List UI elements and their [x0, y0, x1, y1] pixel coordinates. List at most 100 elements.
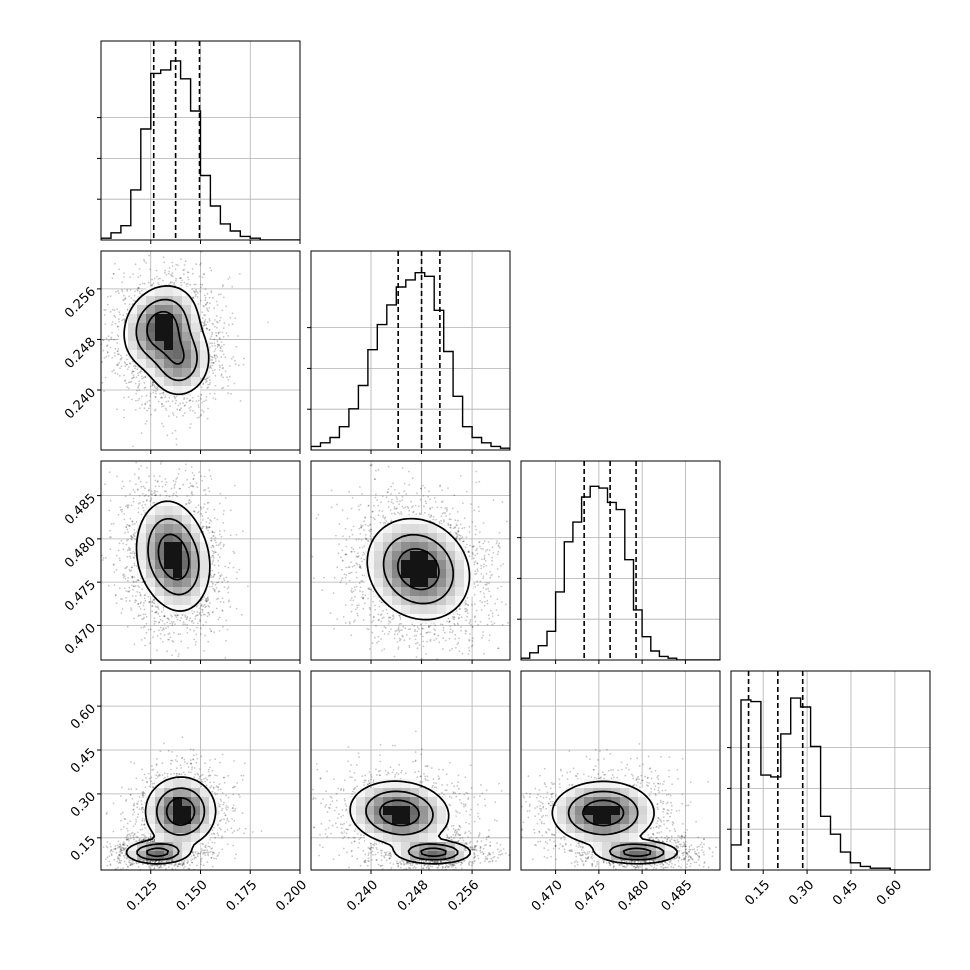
scatter-point [138, 290, 141, 293]
scatter-point [201, 409, 203, 411]
scatter-point [161, 641, 164, 643]
scatter-point [126, 539, 128, 542]
scatter-point [166, 650, 169, 653]
scatter-point [145, 262, 148, 264]
scatter-point [206, 600, 209, 602]
scatter-point [124, 567, 127, 570]
scatter-point [233, 552, 236, 555]
scatter-point [153, 277, 156, 280]
scatter-point [186, 623, 189, 626]
scatter-point [143, 602, 145, 604]
scatter-point [205, 525, 208, 528]
scatter-point [103, 390, 105, 393]
scatter-point [200, 397, 203, 400]
scatter-point [213, 564, 216, 567]
scatter-point [173, 283, 175, 285]
scatter-point [219, 556, 221, 558]
density-bin [137, 314, 147, 324]
scatter-point [122, 318, 125, 321]
scatter-point [215, 320, 218, 323]
scatter-point [168, 267, 171, 269]
scatter-point [116, 373, 119, 375]
scatter-point [212, 546, 215, 548]
scatter-point [137, 374, 140, 377]
scatter-point [143, 382, 146, 384]
scatter-point [221, 597, 224, 599]
scatter-point [116, 308, 118, 310]
scatter-point [135, 461, 138, 464]
scatter-point [115, 364, 118, 367]
scatter-point [134, 585, 137, 588]
scatter-point [157, 282, 159, 284]
panel-content [94, 251, 269, 448]
scatter-point [209, 382, 212, 384]
scatter-point [213, 573, 216, 576]
scatter-point [137, 287, 140, 289]
scatter-point [218, 369, 221, 371]
scatter-point [201, 608, 204, 611]
scatter-point [139, 370, 142, 373]
scatter-point [111, 331, 113, 334]
scatter-point [208, 469, 211, 472]
scatter-point [125, 505, 127, 508]
scatter-point [144, 594, 147, 596]
scatter-point [203, 273, 205, 275]
scatter-point [140, 485, 143, 488]
scatter-point [144, 600, 147, 602]
scatter-point [216, 340, 219, 343]
scatter-point [205, 525, 208, 528]
scatter-point [211, 531, 214, 534]
scatter-point [192, 296, 195, 299]
scatter-point [188, 499, 191, 501]
scatter-point [126, 288, 128, 291]
scatter-point [169, 636, 172, 639]
scatter-point [156, 387, 159, 390]
scatter-point [205, 598, 208, 601]
scatter-point [119, 509, 122, 511]
scatter-point [200, 527, 203, 530]
scatter-point [151, 605, 154, 608]
scatter-point [143, 625, 146, 628]
scatter-point [102, 339, 104, 341]
scatter-point [199, 414, 202, 417]
scatter-point [138, 586, 141, 589]
density-bin [164, 368, 174, 378]
scatter-point [151, 284, 153, 287]
scatter-point [238, 568, 241, 571]
scatter-point [185, 283, 188, 285]
scatter-point [190, 406, 192, 408]
scatter-point [218, 319, 221, 322]
scatter-point [211, 582, 214, 585]
scatter-point [216, 598, 218, 600]
scatter-point [205, 396, 208, 398]
scatter-point [219, 366, 221, 369]
scatter-point [208, 526, 211, 529]
scatter-point [267, 321, 269, 324]
scatter-point [139, 594, 142, 597]
scatter-point [169, 282, 172, 284]
scatter-point [121, 480, 124, 483]
scatter-point [201, 401, 204, 404]
scatter-point [204, 381, 207, 384]
scatter-point [168, 638, 170, 641]
scatter-point [128, 590, 131, 592]
scatter-point [204, 297, 207, 299]
scatter-point [169, 622, 172, 625]
scatter-point [94, 362, 96, 364]
scatter-point [229, 606, 232, 608]
scatter-point [163, 615, 166, 618]
scatter-point [146, 409, 149, 412]
scatter-point [164, 483, 167, 486]
scatter-point [171, 275, 174, 278]
scatter-point [220, 574, 223, 576]
scatter-point [114, 355, 116, 357]
scatter-point [124, 380, 126, 382]
scatter-point [196, 511, 199, 514]
scatter-point [218, 364, 221, 367]
scatter-point [196, 622, 199, 625]
scatter-point [207, 599, 210, 602]
scatter-point [222, 545, 225, 548]
scatter-point [210, 556, 212, 559]
scatter-point [133, 576, 136, 578]
scatter-point [229, 375, 231, 378]
